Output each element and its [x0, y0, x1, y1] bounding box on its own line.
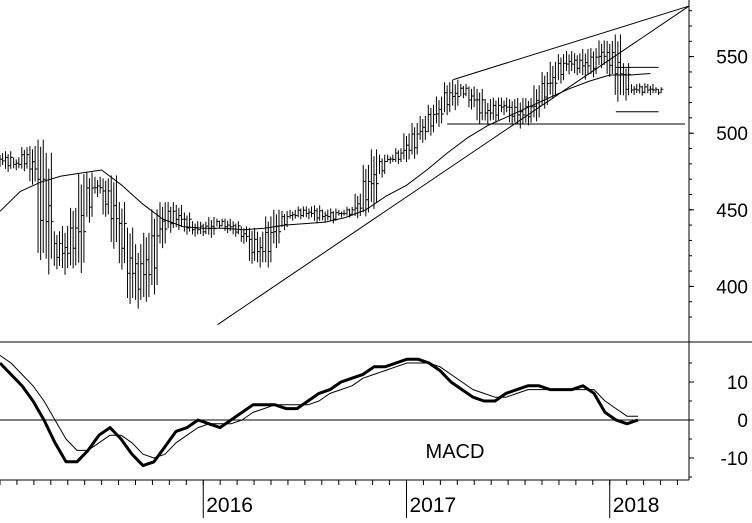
macd-axis-label: 0 [737, 411, 748, 432]
trendline-support [217, 5, 690, 326]
trendline-resistance [453, 5, 690, 81]
macd-label: MACD [426, 441, 485, 463]
price-axis-label: 550 [716, 48, 748, 69]
price-panel [0, 5, 690, 326]
x-axis-year-label: 2017 [409, 494, 456, 517]
axes: 400 450 500 550 -10 0 10 2016 2017 2018 [0, 10, 748, 518]
x-axis-year-label: 2016 [206, 494, 253, 517]
price-axis-label: 450 [716, 201, 748, 222]
macd-panel: MACD [0, 354, 689, 468]
moving-average-line [0, 73, 651, 231]
macd-axis-label: -10 [721, 449, 748, 470]
macd-line [0, 357, 639, 468]
chart-frame [0, 0, 752, 481]
price-axis-label: 400 [716, 277, 748, 298]
macd-signal-line [0, 354, 638, 459]
x-axis-year-label: 2018 [613, 494, 660, 517]
macd-axis-label: 10 [727, 373, 748, 394]
price-axis-label: 500 [716, 124, 748, 145]
